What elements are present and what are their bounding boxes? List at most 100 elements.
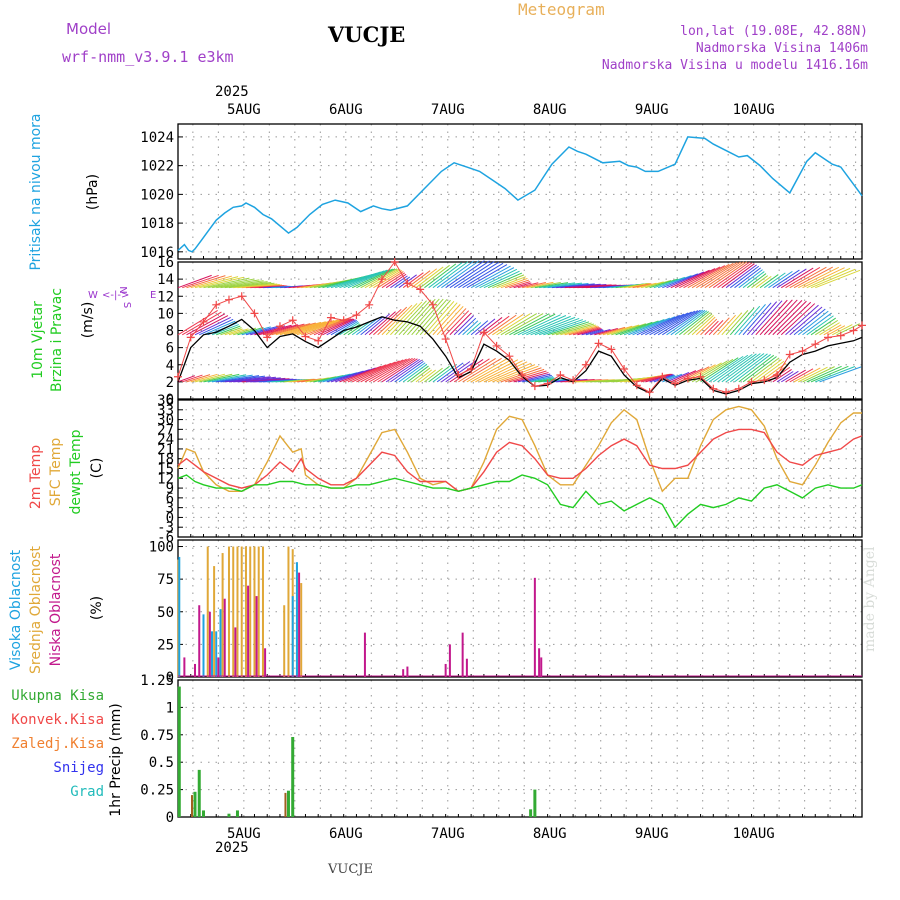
wind-barb [296,319,342,336]
wind-barb [657,275,692,289]
wind-barb [530,377,555,383]
gust-marker [696,372,705,381]
ytick-label: 36 [157,393,174,409]
wind-barb [793,308,826,336]
wind-barb [449,312,472,336]
ytick-label: 25 [157,637,174,653]
wind-barb [279,321,326,336]
gust-marker [785,350,794,359]
top-day-label: 6AUG [329,102,363,118]
pressure-unit: (hPa) [85,174,101,210]
gust-marker [199,317,208,326]
wind-barb [462,320,479,336]
wind-barb [717,262,753,289]
wind-barb [190,373,218,383]
wind-barb [186,374,211,383]
wind-barb [330,369,370,383]
wind-barb [390,359,422,383]
wind-barb [432,261,469,289]
compass-w: W [88,290,98,301]
cloud-low-bar [223,598,226,677]
wind-barb [594,327,618,336]
wind-barb [551,322,592,336]
wind-barb [402,363,428,383]
wind-barb [373,357,413,383]
wind-barb [513,372,549,383]
bottom-day-label: 10AUG [733,826,775,842]
bottom-day-label: 8AUG [533,826,567,842]
wind-barb [182,374,203,383]
wind-barb [517,314,561,336]
wind-barb [670,309,706,336]
wind-barb [704,261,745,289]
wind-barb [742,356,777,383]
wind-barb [475,359,519,383]
wind-barb [657,310,699,336]
wind-unit: (m/s) [80,302,96,339]
precip-legend-item: Zaledj.Kisa [11,736,104,752]
precip-total-bar [201,810,205,817]
wind-barb [802,267,845,289]
wind-barb [802,313,832,336]
meteogram-label: Meteogram [518,0,605,19]
gust-marker [224,295,233,304]
gust-marker [607,345,616,354]
wind-barb [424,300,455,336]
wind-barb [798,366,828,383]
ytick-label: 3 [166,501,174,517]
cloud-low-bar [198,605,201,677]
wind-barb [458,317,477,336]
wind-barb [407,365,429,383]
wind-barb [814,319,839,336]
wind-barb [496,276,527,289]
wind-barb [797,310,829,336]
wind-barb [683,265,726,289]
wind-barb [211,324,239,336]
wind-barb [755,299,788,336]
wind-barb [785,304,819,336]
wind-barb [339,270,385,289]
wind-barb [211,374,253,383]
wind-barb [509,313,550,336]
ytick-label: 0 [166,810,174,826]
wind-barb [504,279,530,289]
wind-barb [351,268,393,289]
wind-barb [628,317,671,336]
station-title: VUCJE [328,22,406,47]
wind-barb [636,314,680,336]
gust-marker [518,371,527,380]
wind-barb [763,299,798,336]
wind-barb [653,374,675,383]
wind-barb [458,261,500,289]
gust-marker [594,339,603,348]
wind-barb [343,323,361,336]
cloud-low-bar [234,627,237,677]
wind-barb [220,327,242,336]
wind-barb [207,374,247,383]
gust-marker [671,379,680,388]
gust-markers [174,258,866,397]
wind-barb [360,316,384,336]
wind-title-2: Brzina i Pravac [49,288,65,392]
wind-barb [819,366,862,383]
cloud-high-bar [295,562,298,677]
wind-barb [717,353,757,383]
wind-barb [589,328,611,336]
wind-barb [343,364,387,383]
panel-pressure: 1016 1018 1020 1022 1024 [140,123,863,261]
wind-barb [224,281,272,289]
wind-barb [419,369,436,383]
cloud-low-bar [540,657,543,677]
wind-barb [802,366,835,383]
wind-barb [687,313,713,336]
bottom-day-label: 7AUG [431,826,465,842]
wind-barb [534,378,556,383]
wind-barb [530,281,561,289]
ytick-label: 1018 [140,216,174,232]
wind-barb [666,309,704,336]
wind-barb [182,274,219,289]
compass-arrows: <-|-> [102,290,129,301]
cloud-mid-bar [257,546,260,677]
watermark: made by Angel [862,546,878,653]
gust-marker [824,333,833,342]
